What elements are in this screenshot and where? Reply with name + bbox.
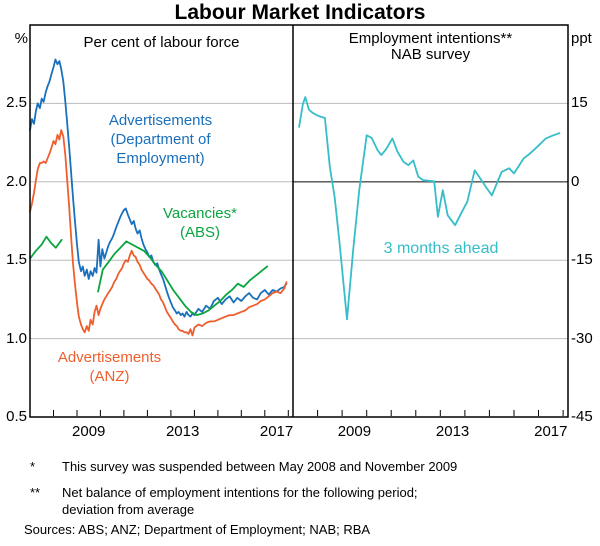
right-panel-header: Employment intentions** — [348, 30, 513, 47]
x-tick-label-2009: 2009 — [72, 423, 106, 440]
series-label-advertisements-anz: Advertisements (ANZ) — [36, 348, 183, 386]
sources-note: Sources: ABS; ANZ; Department of Employm… — [24, 522, 371, 537]
series-label-vacancies-abs: Vacancies* (ABS) — [139, 204, 261, 242]
y-tick-label-right: -30 — [571, 329, 593, 347]
series-label-line: (Department of — [110, 131, 211, 148]
right-panel-subheader: NAB survey — [390, 46, 471, 63]
y-tick-label-left: 0.5 — [6, 408, 27, 425]
x-tick-label-2013: 2013 — [435, 423, 470, 440]
series-label-line: Advertisements — [108, 112, 213, 129]
y-tick-label-left: 2.0 — [6, 172, 27, 190]
footnote-1-marker: * — [30, 459, 36, 474]
series-line-advertisements-department-of-employment — [29, 58, 288, 318]
y-tick-label-right: 15 — [571, 94, 588, 112]
x-tick-label-2009: 2009 — [337, 423, 372, 440]
footnote-2-text: Net balance of employment intentions for… — [62, 485, 418, 517]
series-label-line: Employment) — [116, 150, 205, 167]
series-label-line: Vacancies* — [163, 205, 237, 222]
series-line-vacancies-abs — [97, 240, 269, 317]
x-tick-label-2013: 2013 — [165, 423, 200, 440]
chart-frame — [29, 24, 569, 418]
series-label-line: Advertisements — [57, 349, 162, 366]
series-line-3-months-ahead — [298, 96, 561, 321]
left-panel-header: Per cent of labour force — [83, 34, 240, 51]
y-tick-label-left: 1.0 — [6, 329, 27, 347]
y-tick-label-right: 0 — [571, 172, 580, 190]
series-label-line: (ABS) — [179, 224, 220, 241]
y-tick-label-left: 2.5 — [6, 94, 27, 112]
footnote-2-marker: ** — [30, 485, 41, 500]
y-tick-label-right: -45 — [571, 408, 593, 425]
left-axis-unit-label: % — [14, 30, 28, 47]
series-label-line: 3 months ahead — [383, 240, 499, 257]
y-tick-label-left: 1.5 — [6, 251, 27, 269]
x-tick-label-2017: 2017 — [534, 423, 568, 440]
x-tick-label-2017: 2017 — [259, 423, 294, 440]
series-label-advertisements-doe: Advertisements (Department of Employment… — [78, 111, 243, 168]
footnote-1-text: This survey was suspended between May 20… — [62, 459, 458, 474]
page-title: Labour Market Indicators — [174, 1, 426, 24]
series-line-vacancies-abs — [29, 235, 63, 260]
y-tick-label-right: -15 — [571, 251, 593, 269]
series-label-line: (ANZ) — [89, 368, 130, 385]
series-label-3-months-ahead: 3 months ahead — [358, 239, 524, 258]
right-axis-unit-label: ppt — [571, 30, 592, 47]
series-line-advertisements-anz — [29, 129, 288, 337]
